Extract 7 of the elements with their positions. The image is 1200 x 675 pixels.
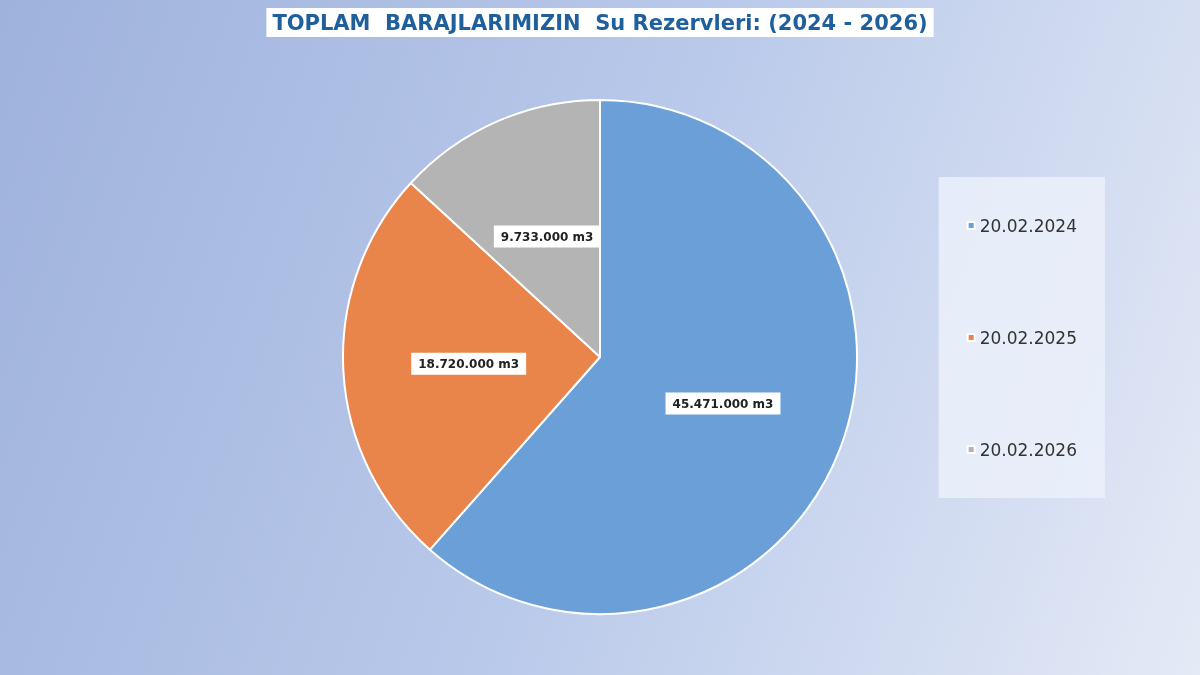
legend-label: 20.02.2025 <box>979 327 1078 348</box>
data-label: 18.720.000 m3 <box>418 356 520 371</box>
chart-title: TOPLAM BARAJLARIMIZIN Su Rezervleri: (2024 - 2026) <box>272 10 928 35</box>
data-label: 45.471.000 m3 <box>672 396 774 411</box>
legend-label: 20.02.2024 <box>979 215 1078 236</box>
legend-label: 20.02.2026 <box>979 439 1078 460</box>
data-label: 9.733.000 m3 <box>500 229 594 244</box>
